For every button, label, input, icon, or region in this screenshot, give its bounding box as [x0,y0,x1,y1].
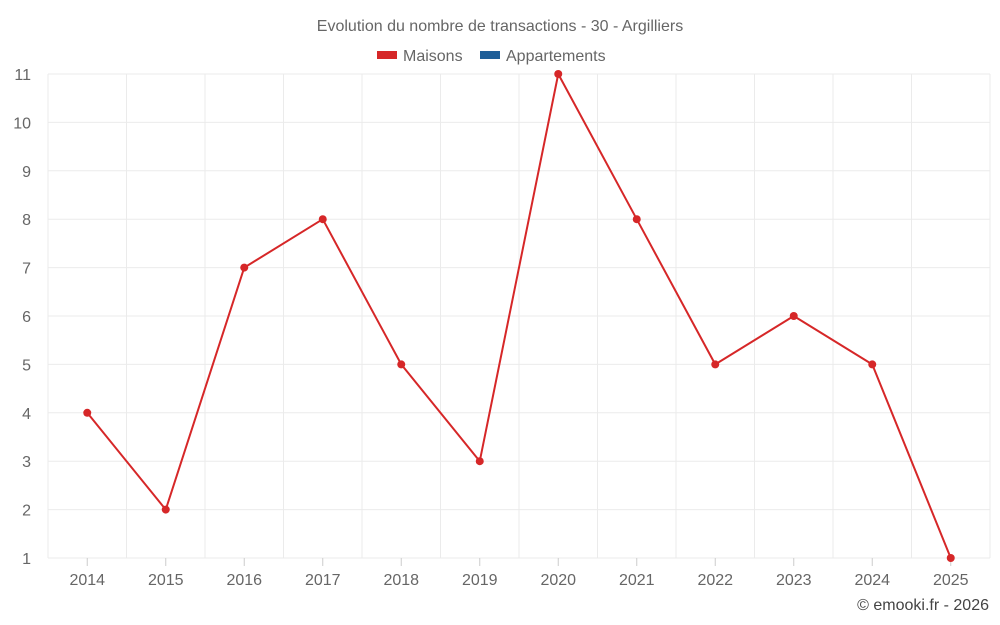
data-point[interactable] [240,263,249,272]
data-point[interactable] [554,70,563,78]
data-point[interactable] [632,215,641,224]
gridlines [47,73,991,559]
data-point[interactable] [83,408,92,417]
data-point[interactable] [475,457,484,466]
y-tick-label: 3 [22,454,31,471]
y-tick-label: 4 [22,406,31,423]
x-tick-label: 2015 [148,572,184,589]
legend-item-appartements[interactable]: Appartements [480,48,606,65]
y-tick-label: 10 [13,115,31,132]
x-tick-label: 2022 [697,572,733,589]
y-tick-label: 6 [22,309,31,326]
series-line [86,73,952,559]
legend: Maisons Appartements [377,48,606,65]
x-tick-label: 2021 [619,572,655,589]
chart-title: Evolution du nombre de transactions - 30… [317,18,683,35]
x-tick-label: 2025 [933,572,969,589]
y-tick-label: 5 [22,357,31,374]
y-tick-label: 7 [22,261,31,278]
data-point[interactable] [789,312,798,320]
x-axis: 2014 2015 2016 2017 2018 2019 2020 2021 2022 2023… [69,558,969,589]
y-tick-label: 1 [22,551,31,568]
data-point[interactable] [161,505,170,514]
y-tick-label: 2 [22,503,31,520]
legend-item-maisons[interactable]: Maisons [377,48,463,65]
y-tick-label: 8 [22,212,31,229]
data-point[interactable] [397,360,406,369]
x-tick-label: 2018 [383,572,419,589]
data-point[interactable] [711,360,720,369]
legend-label-appartements: Appartements [506,48,606,65]
x-tick-label: 2014 [69,572,105,589]
credit-text: © emooki.fr - 2026 [857,597,989,614]
x-tick-label: 2017 [305,572,341,589]
data-point[interactable] [868,360,877,369]
y-tick-label: 11 [14,67,31,84]
x-tick-label: 2024 [854,572,890,589]
legend-swatch-maisons [377,51,397,59]
x-tick-label: 2023 [776,572,812,589]
x-tick-label: 2016 [226,572,262,589]
x-tick-label: 2019 [462,572,498,589]
legend-swatch-appartements [480,51,500,59]
legend-label-maisons: Maisons [403,48,463,65]
data-point[interactable] [318,215,327,224]
x-tick-label: 2020 [540,572,576,589]
y-axis: 1 2 3 4 5 6 7 8 9 10 11 [13,67,31,568]
y-tick-label: 9 [22,164,31,181]
series-maisons [83,70,955,562]
data-point[interactable] [946,554,955,562]
